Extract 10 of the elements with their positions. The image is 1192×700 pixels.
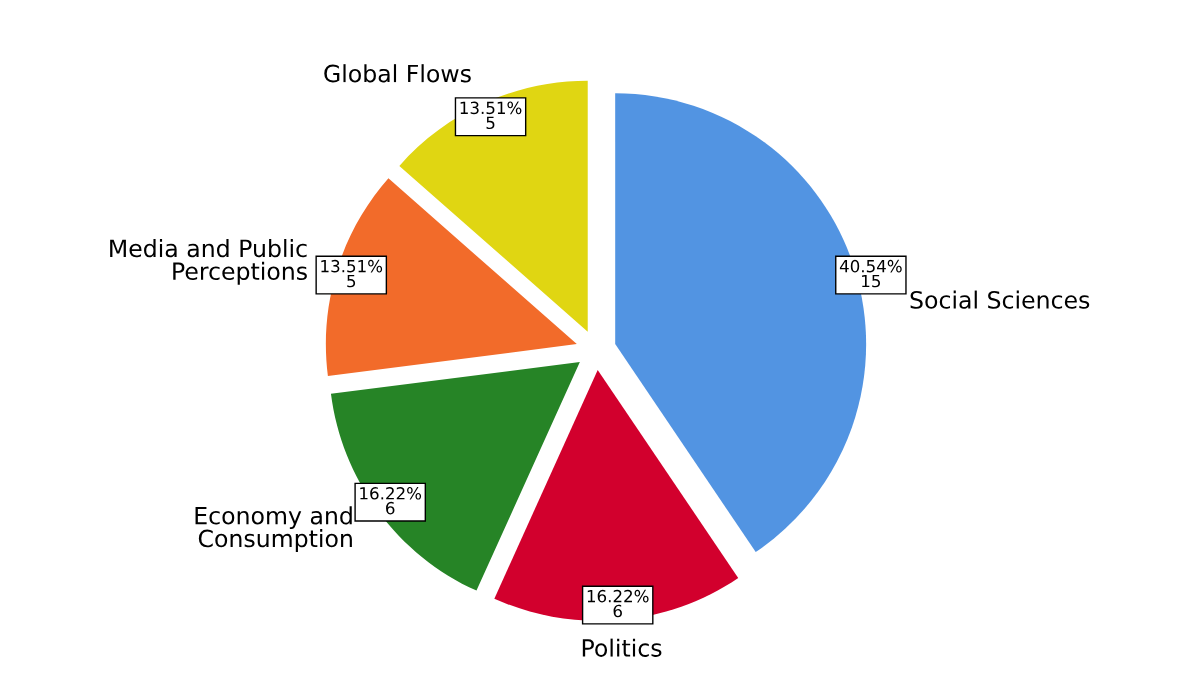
data-label: 13.51% 5 xyxy=(460,101,522,130)
data-label: 13.51% 5 xyxy=(321,259,383,288)
data-label: 16.22% 6 xyxy=(360,487,422,515)
slice-label: Media and Public Perceptions xyxy=(110,238,307,285)
slice-label: Politics xyxy=(582,638,662,657)
slice-label: Social Sciences xyxy=(910,290,1090,309)
slice-label: Global Flows xyxy=(324,64,471,83)
data-label: 16.22% 6 xyxy=(587,589,649,618)
slice-label: Economy and Consumption xyxy=(195,506,352,552)
data-label: 40.54% 15 xyxy=(839,259,902,288)
